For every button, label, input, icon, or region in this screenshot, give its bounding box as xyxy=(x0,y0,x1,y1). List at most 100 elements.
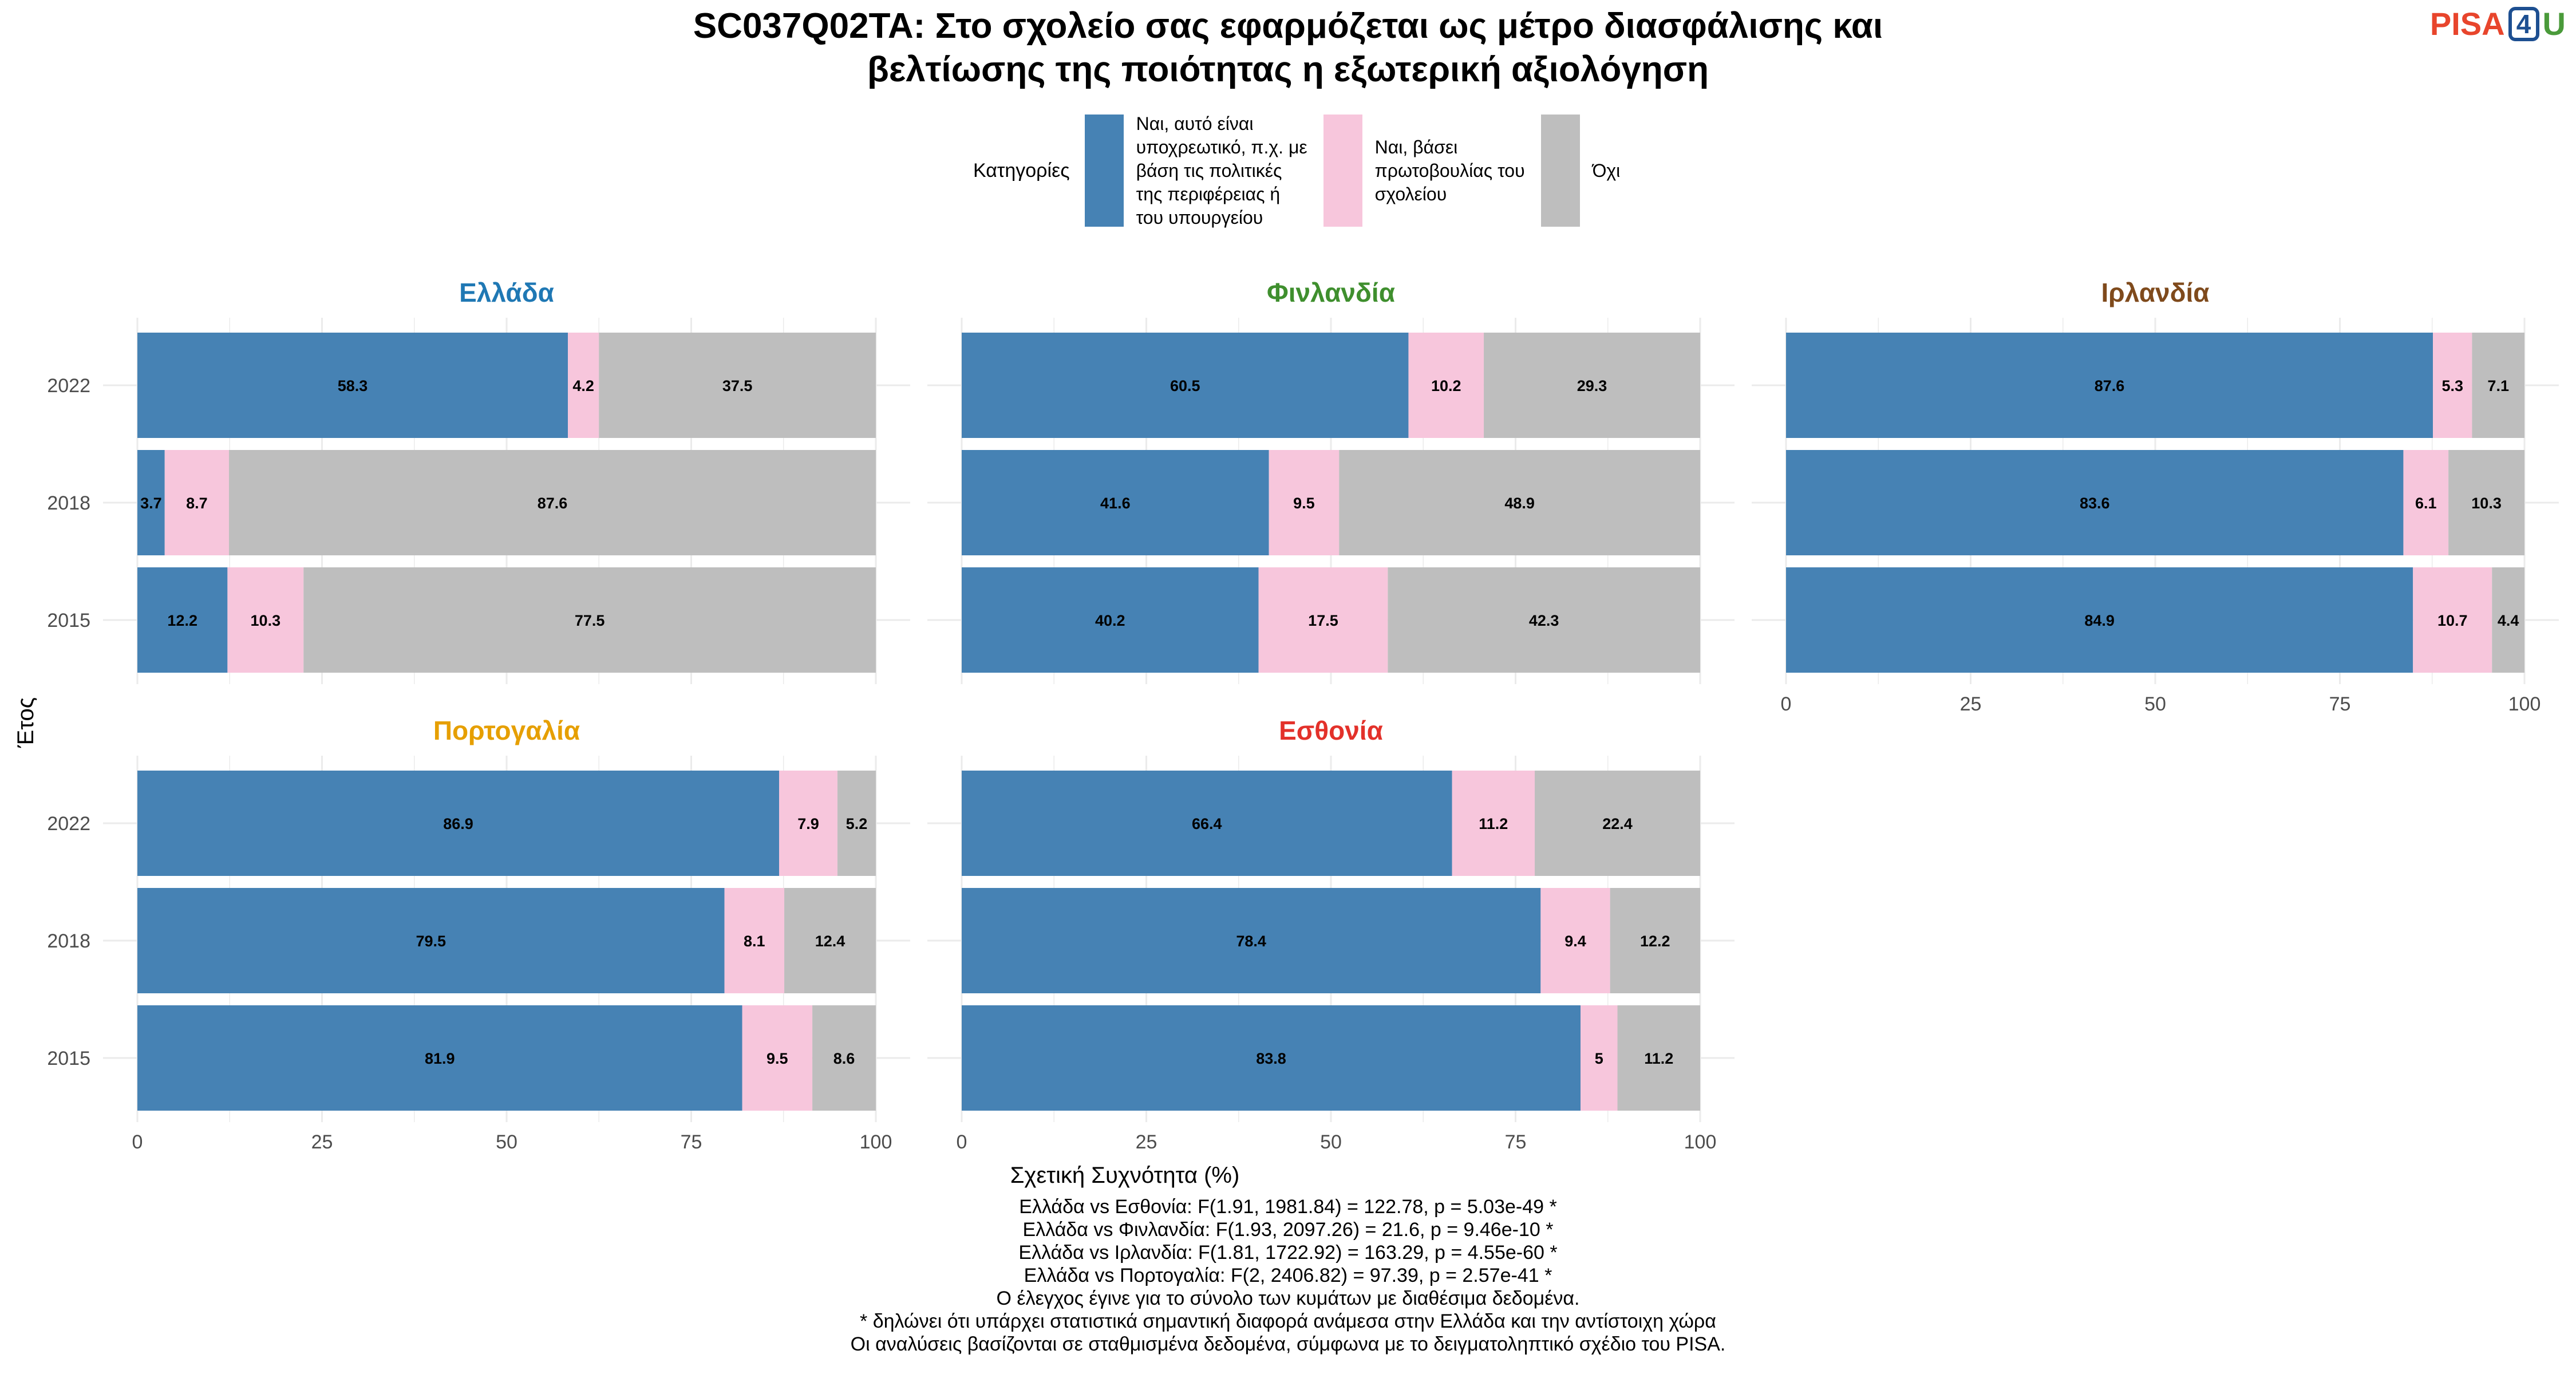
logo-text-4: 4 xyxy=(2508,7,2539,41)
data-label: 81.9 xyxy=(425,1050,455,1067)
x-axis-title: Σχετική Συχνότητα (%) xyxy=(1010,1163,1240,1188)
chart-title: SC037Q02TA: Στο σχολείο σας εφαρμόζεται … xyxy=(0,5,2576,92)
bar-segment-εσθονία-2015-s2 xyxy=(1581,1005,1618,1111)
bar-segment-ελλάδα-2015-s3 xyxy=(303,567,876,673)
data-label: 87.6 xyxy=(2095,377,2125,394)
data-label: 10.3 xyxy=(251,612,281,629)
data-label: 87.6 xyxy=(538,495,568,512)
data-label: 78.4 xyxy=(1236,933,1266,950)
data-label: 12.2 xyxy=(167,612,197,629)
bar-segment-φινλανδία-2015-s1 xyxy=(962,567,1259,673)
data-label: 12.4 xyxy=(815,933,846,950)
bar-segment-εσθονία-2015-s3 xyxy=(1617,1005,1700,1111)
data-label: 22.4 xyxy=(1602,815,1633,832)
bar-segment-πορτογαλία-2018-s2 xyxy=(724,888,785,993)
data-label: 7.9 xyxy=(797,815,819,832)
data-label: 29.3 xyxy=(1577,377,1607,394)
bar-segment-ελλάδα-2018-s3 xyxy=(228,450,876,555)
bar-segment-εσθονία-2018-s2 xyxy=(1540,888,1610,993)
bar-segment-φινλανδία-2015-s3 xyxy=(1388,567,1700,673)
bar-segment-πορτογαλία-2015-s3 xyxy=(812,1005,876,1111)
bar-segment-ιρλανδία-2022-s3 xyxy=(2472,333,2524,438)
footnote-line: * δηλώνει ότι υπάρχει στατιστικά σημαντι… xyxy=(860,1310,1716,1332)
data-label: 10.2 xyxy=(1431,377,1461,394)
pisa4u-logo: PISA 4 U xyxy=(2430,7,2566,41)
y-tick-label: 2015 xyxy=(47,1048,90,1069)
panel-title: Φινλανδία xyxy=(1267,278,1395,307)
bar-segment-πορτογαλία-2015-s2 xyxy=(742,1005,813,1111)
legend-title: Κατηγορίες xyxy=(973,159,1070,181)
data-label: 60.5 xyxy=(1170,377,1200,394)
data-label: 9.4 xyxy=(1564,933,1586,950)
data-label: 8.7 xyxy=(186,495,208,512)
bar-segment-φινλανδία-2018-s1 xyxy=(962,450,1269,555)
x-tick-label: 0 xyxy=(957,1131,967,1153)
chart-title-line-1: SC037Q02TA: Στο σχολείο σας εφαρμόζεται … xyxy=(693,6,1883,46)
bar-segment-ιρλανδία-2018-s3 xyxy=(2448,450,2524,555)
data-label: 5 xyxy=(1595,1050,1603,1067)
data-label: 5.3 xyxy=(2441,377,2463,394)
x-tick-label: 25 xyxy=(1960,693,1982,715)
bar-segment-φινλανδία-2018-s3 xyxy=(1339,450,1700,555)
data-label: 12.2 xyxy=(1640,933,1670,950)
bar-segment-ελλάδα-2015-s1 xyxy=(137,567,228,673)
bar-segment-εσθονία-2022-s1 xyxy=(962,771,1452,876)
footnote-line: Ελλάδα vs Πορτογαλία: F(2, 2406.82) = 97… xyxy=(1024,1265,1552,1286)
y-axis-title: Έτος xyxy=(13,697,38,748)
bar-segment-φινλανδία-2022-s1 xyxy=(962,333,1409,438)
data-label: 17.5 xyxy=(1308,612,1338,629)
bar-segment-εσθονία-2022-s3 xyxy=(1535,771,1700,876)
x-tick-label: 0 xyxy=(132,1131,143,1153)
legend-item-no: Όχι xyxy=(1540,114,1620,227)
data-label: 11.2 xyxy=(1644,1050,1673,1067)
bar-segment-φινλανδία-2015-s2 xyxy=(1258,567,1388,673)
data-label: 5.2 xyxy=(846,815,868,832)
y-tick-label: 2018 xyxy=(47,492,90,514)
data-label: 83.6 xyxy=(2080,495,2110,512)
data-label: 7.1 xyxy=(2487,377,2509,394)
data-label: 11.2 xyxy=(1479,815,1508,832)
legend-label-mandatory: Ναι, αυτό είναι υποχρεωτικό, π.χ. με βάσ… xyxy=(1136,113,1307,228)
bar-segment-πορτογαλία-2018-s1 xyxy=(137,888,725,993)
bar-segment-πορτογαλία-2022-s3 xyxy=(837,771,876,876)
bar-segment-πορτογαλία-2018-s3 xyxy=(784,888,876,993)
bar-segment-φινλανδία-2022-s2 xyxy=(1408,333,1484,438)
x-tick-label: 100 xyxy=(2508,693,2541,715)
data-label: 4.4 xyxy=(2498,612,2519,629)
data-label: 79.5 xyxy=(416,933,446,950)
bar-segment-ιρλανδία-2015-s3 xyxy=(2492,567,2524,673)
data-label: 84.9 xyxy=(2084,612,2115,629)
bar-segment-ελλάδα-2022-s2 xyxy=(568,333,599,438)
data-label: 41.6 xyxy=(1100,495,1131,512)
footnote-line: Ελλάδα vs Ιρλανδία: F(1.81, 1722.92) = 1… xyxy=(1018,1242,1558,1264)
chart-title-line-2: βελτίωσης της ποιότητας η εξωτερική αξιο… xyxy=(867,50,1709,89)
bar-segment-ελλάδα-2018-s2 xyxy=(164,450,229,555)
data-label: 10.3 xyxy=(2471,495,2502,512)
data-label: 77.5 xyxy=(575,612,605,629)
bar-segment-ελλάδα-2018-s1 xyxy=(137,450,165,555)
bar-segment-ιρλανδία-2015-s1 xyxy=(1786,567,2413,673)
data-label: 4.2 xyxy=(572,377,594,394)
data-label: 40.2 xyxy=(1095,612,1125,629)
panel-title: Ιρλανδία xyxy=(2101,278,2209,307)
data-label: 6.1 xyxy=(2415,495,2437,512)
panel-title: Πορτογαλία xyxy=(433,716,580,745)
legend-swatch-mandatory xyxy=(1084,114,1124,227)
bar-segment-εσθονία-2018-s3 xyxy=(1610,888,1700,993)
x-tick-label: 75 xyxy=(1505,1131,1527,1153)
x-tick-label: 50 xyxy=(2144,693,2166,715)
data-label: 86.9 xyxy=(443,815,473,832)
x-tick-label: 50 xyxy=(496,1131,517,1153)
legend: Κατηγορίες Ναι, αυτό είναι υποχρεωτικό, … xyxy=(973,113,1636,228)
data-label: 9.5 xyxy=(767,1050,788,1067)
legend-label-school-initiative: Ναι, βάσει πρωτοβουλίας του σχολείου xyxy=(1374,136,1525,204)
data-label: 66.4 xyxy=(1192,815,1222,832)
bar-segment-πορτογαλία-2022-s2 xyxy=(779,771,837,876)
bar-segment-ιρλανδία-2022-s1 xyxy=(1786,333,2433,438)
bar-segment-εσθονία-2015-s1 xyxy=(962,1005,1581,1111)
bar-segment-ιρλανδία-2018-s2 xyxy=(2403,450,2449,555)
data-label: 83.8 xyxy=(1256,1050,1286,1067)
footnotes: Ελλάδα vs Εσθονία: F(1.91, 1981.84) = 12… xyxy=(0,1195,2576,1356)
data-label: 58.3 xyxy=(338,377,368,394)
